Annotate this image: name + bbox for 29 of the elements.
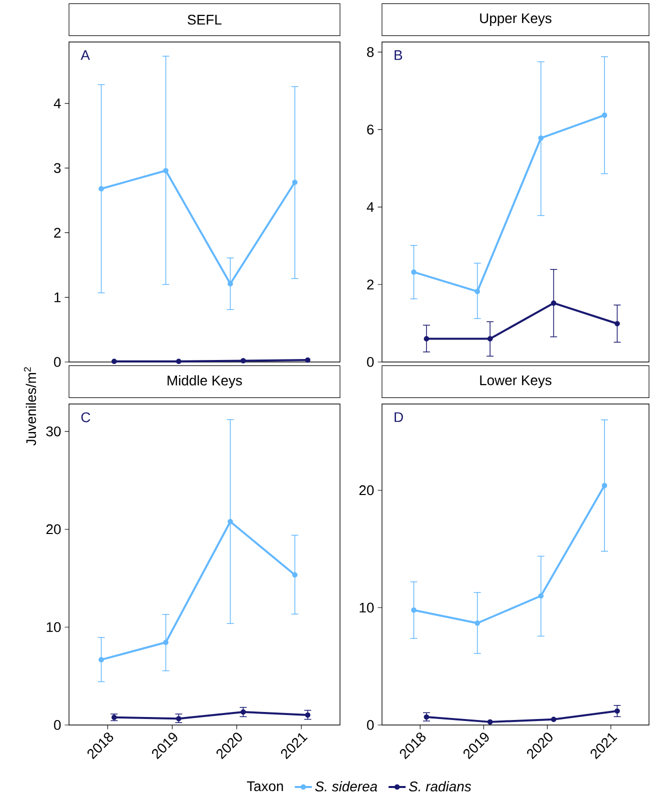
y-tick-label: 6	[367, 124, 374, 134]
y-tick-label: 30	[46, 426, 61, 436]
chart-title: Middle Keys	[168, 375, 242, 388]
y-tick-label: 0	[367, 357, 374, 367]
y-tick-label: 4	[54, 98, 61, 108]
y-tick-label: 1	[54, 292, 61, 302]
chart-title: Lower Keys	[480, 375, 552, 388]
annotation: C	[81, 412, 90, 422]
y-tick-label: 0	[367, 720, 374, 730]
legend-title: Taxon	[246, 781, 283, 792]
y-tick-label: 8	[367, 47, 374, 57]
y-tick-label: 0	[54, 720, 61, 730]
y-tick-label: 10	[360, 602, 374, 613]
y-tick-label: 0	[54, 357, 61, 367]
y-tick-label: 20	[359, 485, 374, 496]
y-axis-title: Juveniles/m$^{2}$	[24, 367, 36, 446]
y-tick-label: 20	[46, 524, 61, 534]
y-tick-label: 2	[367, 280, 374, 290]
y-tick-label: 10	[46, 622, 61, 632]
chart-title: SEFL	[188, 14, 222, 25]
y-tick-label: 3	[54, 163, 61, 173]
legend-label: S. radians	[408, 781, 472, 792]
legend-label: S. siderea	[315, 781, 378, 792]
y-tick-label: 4	[366, 202, 374, 212]
y-tick-label: 2	[54, 228, 61, 238]
annotation: B	[394, 50, 402, 60]
annotation: A	[80, 50, 90, 60]
annotation: D	[394, 412, 403, 422]
chart-title: Upper Keys	[480, 13, 552, 26]
